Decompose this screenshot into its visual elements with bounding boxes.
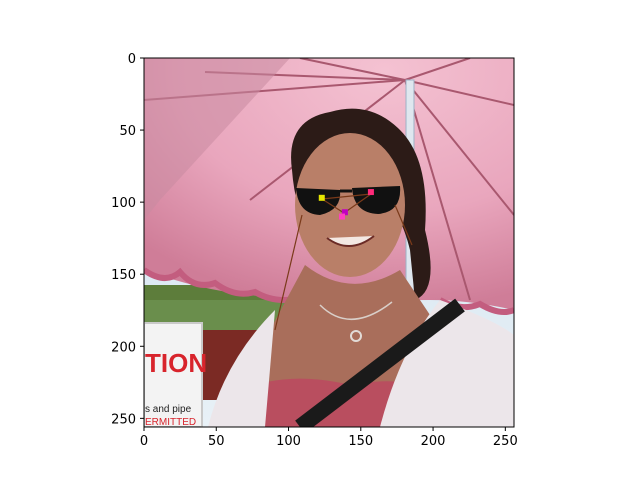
y-tick-label: 0: [128, 52, 136, 67]
x-tick-label: 150: [348, 434, 373, 449]
y-tick-label: 100: [111, 196, 136, 211]
right-eye-marker: [367, 189, 374, 196]
photo: TION s and pipe ERMITTED: [144, 58, 514, 428]
sunglasses: [296, 186, 401, 215]
landmark-lines: [274, 193, 413, 331]
sign: TION s and pipe ERMITTED: [144, 322, 207, 428]
y-tick-label: 50: [119, 124, 136, 139]
umbrella-fold: [144, 58, 290, 220]
face: [295, 133, 405, 277]
x-tick-label: 250: [493, 434, 518, 449]
necklace: [319, 301, 393, 320]
landmarks: [318, 189, 374, 220]
x-axis: 0 50 100 150 200 250: [140, 427, 518, 449]
y-axis: 0 50 100 150 200 250: [111, 52, 144, 427]
sign-text-2: s and pipe: [145, 404, 192, 415]
smile: [326, 235, 375, 247]
x-tick-label: 100: [276, 434, 301, 449]
pendant: [350, 330, 362, 342]
y-tick-label: 200: [111, 340, 136, 355]
cardigan-left: [208, 310, 275, 427]
y-tick-label: 250: [111, 412, 136, 427]
sign-text-3: ERMITTED: [145, 417, 196, 428]
x-tick-label: 200: [421, 434, 446, 449]
bag-strap: [295, 298, 465, 427]
nose-marker: [341, 209, 348, 216]
axes-frame: [143, 57, 515, 428]
cardigan-right: [380, 300, 514, 427]
left-eye-marker: [318, 194, 325, 201]
x-tick-label: 0: [140, 434, 148, 449]
sign-text-1: TION: [145, 348, 207, 378]
y-tick-label: 150: [111, 268, 136, 283]
mouth-left-marker: [339, 213, 346, 220]
x-tick-label: 50: [208, 434, 225, 449]
